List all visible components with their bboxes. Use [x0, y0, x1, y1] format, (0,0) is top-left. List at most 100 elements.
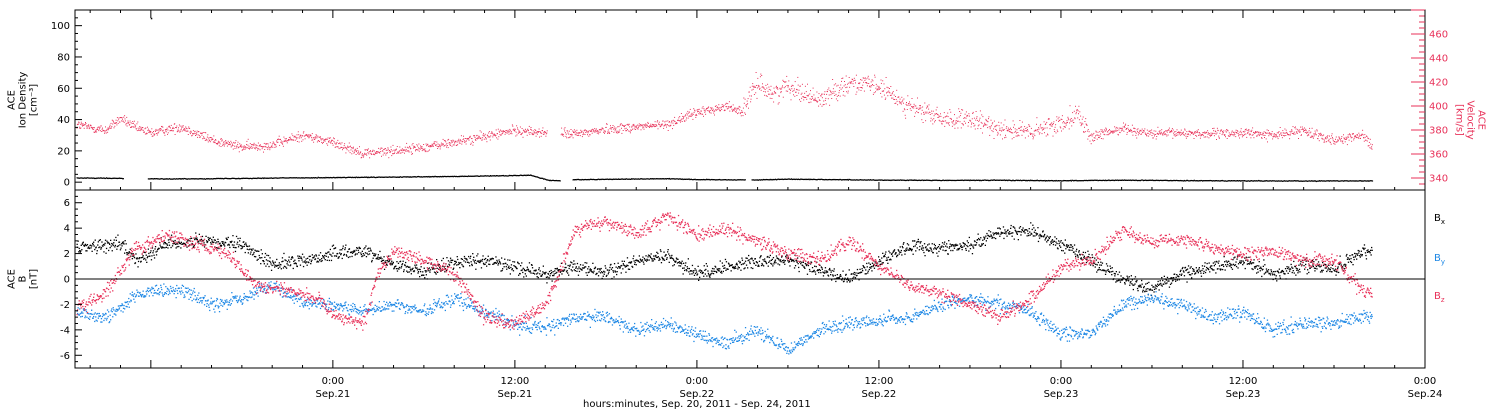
density-point	[1174, 180, 1176, 182]
density-point	[664, 178, 666, 180]
velocity-point	[476, 134, 478, 136]
velocity-point	[1110, 130, 1112, 132]
density-point	[473, 175, 476, 177]
velocity-point	[420, 146, 422, 148]
velocity-point	[755, 72, 757, 73]
velocity-point	[1095, 131, 1097, 133]
velocity-point	[564, 127, 566, 129]
density-point	[897, 179, 899, 181]
velocity-point	[869, 86, 870, 88]
density-point	[1205, 180, 1207, 182]
bx-point	[115, 236, 117, 239]
velocity-point	[1351, 136, 1353, 138]
velocity-point	[215, 139, 217, 141]
velocity-point	[263, 146, 265, 148]
velocity-point	[1297, 128, 1299, 130]
velocity-point	[814, 100, 816, 102]
velocity-point	[1054, 131, 1056, 132]
velocity-point	[1141, 128, 1143, 130]
density-point	[1084, 179, 1086, 181]
velocity-point	[973, 123, 975, 124]
velocity-point	[267, 148, 269, 150]
density-point	[1162, 179, 1164, 182]
velocity-point	[523, 131, 525, 133]
density-point	[740, 179, 742, 181]
velocity-point	[702, 106, 704, 108]
velocity-point	[397, 151, 399, 153]
velocity-point	[1216, 132, 1218, 134]
velocity-point	[1263, 131, 1265, 133]
density-point	[231, 177, 233, 179]
velocity-point	[274, 146, 276, 148]
density-point	[1070, 180, 1072, 182]
velocity-point	[280, 141, 282, 143]
velocity-point	[1268, 135, 1270, 137]
density-point	[1272, 180, 1274, 182]
velocity-point	[366, 154, 368, 156]
velocity-point	[1067, 116, 1069, 118]
velocity-point	[576, 135, 578, 136]
density-point	[825, 178, 827, 181]
density-point	[541, 177, 543, 179]
density-point	[254, 177, 256, 179]
velocity-point	[1171, 128, 1173, 130]
density-point	[671, 178, 673, 180]
bx-point	[147, 255, 149, 258]
velocity-point	[77, 123, 79, 125]
velocity-point	[895, 96, 896, 97]
velocity-point	[80, 127, 82, 129]
density-point	[441, 176, 443, 178]
density-point	[979, 180, 981, 182]
density-point	[1248, 180, 1250, 182]
density-point	[1017, 179, 1019, 182]
velocity-point	[743, 97, 745, 99]
velocity-point	[844, 84, 846, 86]
density-point	[950, 179, 952, 181]
velocity-point	[546, 132, 548, 134]
velocity-point	[1291, 130, 1293, 132]
velocity-point	[590, 129, 592, 131]
velocity-point	[1046, 127, 1048, 129]
velocity-point	[966, 115, 968, 117]
density-point	[875, 179, 877, 181]
velocity-point	[147, 126, 148, 128]
velocity-point	[960, 127, 962, 129]
density-point	[1328, 180, 1330, 182]
velocity-point	[105, 132, 107, 134]
velocity-point	[669, 121, 670, 123]
density-point	[545, 178, 547, 181]
velocity-point	[314, 138, 316, 140]
density-point	[393, 176, 395, 178]
velocity-point	[247, 144, 249, 146]
density-point	[752, 179, 754, 181]
velocity-point	[721, 109, 723, 110]
velocity-point	[454, 142, 456, 144]
density-point	[507, 175, 509, 177]
velocity-point	[353, 152, 355, 154]
velocity-point	[1219, 137, 1220, 139]
velocity-point	[514, 130, 516, 132]
velocity-point	[1302, 128, 1304, 130]
velocity-point	[1029, 132, 1031, 134]
velocity-point	[1196, 131, 1198, 133]
velocity-point	[986, 124, 988, 126]
velocity-point	[620, 123, 622, 125]
velocity-point	[996, 124, 998, 126]
density-point	[621, 178, 623, 180]
density-point	[1302, 180, 1304, 182]
velocity-point	[999, 127, 1001, 129]
velocity-point	[1132, 131, 1134, 132]
density-point	[1237, 180, 1239, 182]
velocity-point	[146, 133, 148, 135]
velocity-point	[474, 136, 476, 138]
density-point	[1321, 180, 1324, 182]
density-point	[1035, 180, 1037, 182]
velocity-point	[1206, 136, 1208, 138]
bx-point	[144, 251, 146, 254]
density-point	[222, 178, 225, 180]
density-point	[451, 175, 454, 177]
velocity-point	[497, 138, 499, 140]
density-point	[1185, 180, 1187, 182]
velocity-point	[372, 149, 374, 151]
velocity-point	[693, 111, 695, 113]
